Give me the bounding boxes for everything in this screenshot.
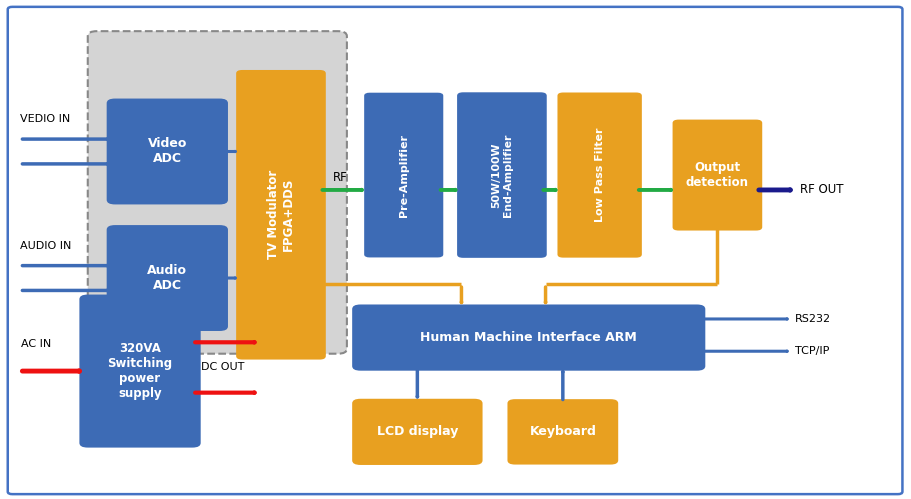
FancyBboxPatch shape (507, 399, 618, 465)
FancyBboxPatch shape (671, 120, 762, 231)
Text: Pre-Amplifier: Pre-Amplifier (398, 134, 408, 217)
FancyBboxPatch shape (107, 98, 228, 205)
Text: AUDIO IN: AUDIO IN (19, 241, 71, 251)
FancyBboxPatch shape (352, 304, 704, 371)
Text: RF: RF (333, 171, 348, 184)
FancyBboxPatch shape (8, 7, 902, 494)
Text: Low Pass Filter: Low Pass Filter (594, 128, 604, 223)
Text: 50W/100W
End-Amplifier: 50W/100W End-Amplifier (491, 133, 512, 217)
Text: VEDIO IN: VEDIO IN (19, 114, 70, 124)
FancyBboxPatch shape (557, 92, 641, 257)
Text: Keyboard: Keyboard (528, 425, 596, 438)
Text: Audio
ADC: Audio ADC (148, 264, 187, 292)
Text: TV Modulator
FPGA+DDS: TV Modulator FPGA+DDS (267, 170, 294, 259)
Text: AC IN: AC IN (21, 339, 52, 349)
FancyBboxPatch shape (363, 93, 443, 257)
Text: LCD display: LCD display (376, 425, 457, 438)
FancyBboxPatch shape (352, 399, 482, 465)
Text: 320VA
Switching
power
supply: 320VA Switching power supply (107, 342, 172, 400)
Text: Human Machine Interface ARM: Human Machine Interface ARM (420, 331, 637, 344)
FancyBboxPatch shape (236, 70, 325, 360)
Text: TCP/IP: TCP/IP (794, 346, 829, 356)
FancyBboxPatch shape (456, 92, 546, 258)
Text: Video
ADC: Video ADC (148, 138, 187, 166)
Text: Output
detection: Output detection (685, 161, 748, 189)
Text: RS232: RS232 (794, 314, 830, 324)
FancyBboxPatch shape (87, 31, 346, 354)
Text: RF OUT: RF OUT (799, 184, 843, 197)
Text: DC OUT: DC OUT (201, 362, 244, 372)
FancyBboxPatch shape (79, 294, 200, 448)
FancyBboxPatch shape (107, 225, 228, 331)
